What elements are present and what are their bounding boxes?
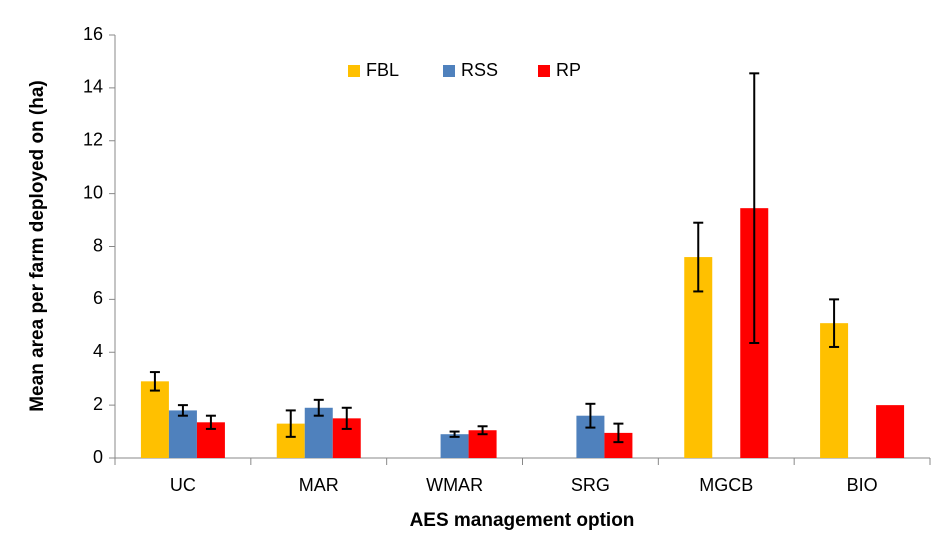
- y-tick-label: 10: [83, 182, 103, 202]
- legend-label: RP: [556, 60, 581, 80]
- bar: [440, 434, 469, 458]
- y-tick-label: 6: [93, 288, 103, 308]
- error-bar: [205, 414, 216, 430]
- error-bar: [177, 404, 188, 417]
- x-tick-label: BIO: [847, 475, 878, 495]
- y-tick-label: 14: [83, 77, 103, 97]
- x-tick-label: WMAR: [426, 475, 483, 495]
- error-bar: [285, 409, 296, 438]
- error-bar: [149, 371, 160, 392]
- error-bar: [313, 398, 324, 417]
- x-tick-label: SRG: [571, 475, 610, 495]
- y-tick-label: 16: [83, 24, 103, 44]
- bar: [140, 381, 169, 458]
- error-bar: [613, 422, 624, 444]
- error-bar: [829, 298, 840, 348]
- error-bar: [341, 406, 352, 430]
- legend-label: RSS: [461, 60, 498, 80]
- bar: [876, 405, 905, 458]
- x-tick-label: MAR: [299, 475, 339, 495]
- y-tick-label: 8: [93, 235, 103, 255]
- y-tick-label: 12: [83, 130, 103, 150]
- y-tick-label: 0: [93, 447, 103, 467]
- x-tick-label: UC: [170, 475, 196, 495]
- legend-swatch: [538, 65, 550, 77]
- y-tick-label: 4: [93, 341, 103, 361]
- error-bar: [477, 425, 488, 436]
- bar: [168, 410, 197, 458]
- legend-swatch: [348, 65, 360, 77]
- error-bar: [693, 221, 704, 293]
- x-tick-label: MGCB: [699, 475, 753, 495]
- legend-swatch: [443, 65, 455, 77]
- y-tick-label: 2: [93, 394, 103, 414]
- x-axis-label: AES management option: [410, 510, 635, 531]
- legend-label: FBL: [366, 60, 399, 80]
- error-bar: [585, 402, 596, 429]
- error-bar: [449, 430, 460, 438]
- y-axis-label: Mean area per farm deployed on (ha): [27, 80, 48, 412]
- error-bar: [749, 72, 760, 344]
